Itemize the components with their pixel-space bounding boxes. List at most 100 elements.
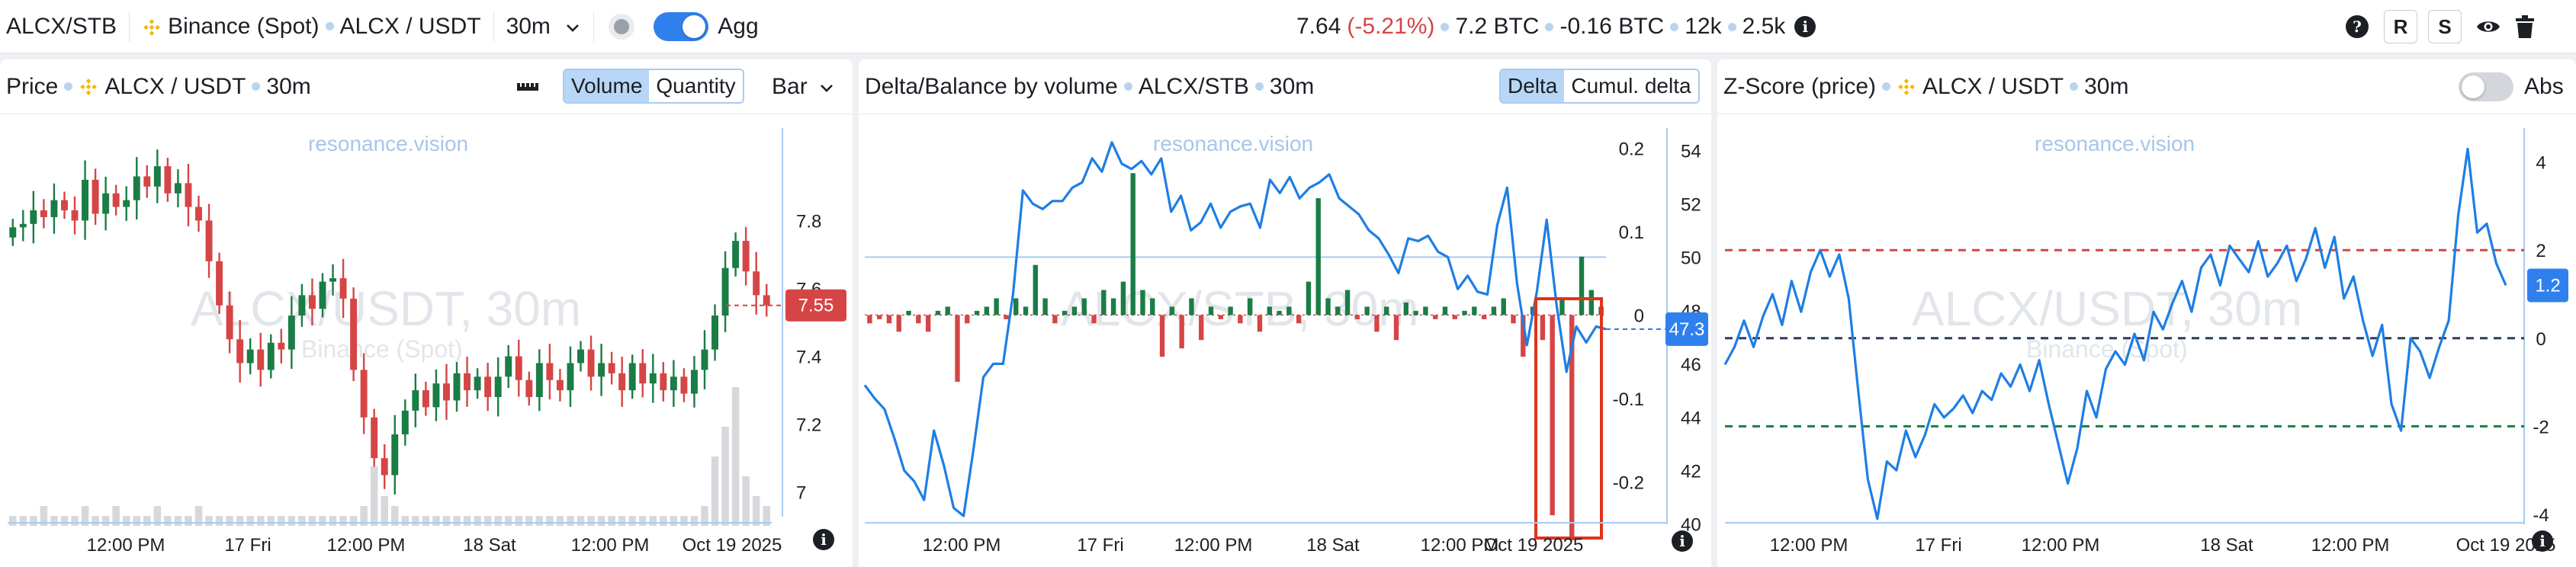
watermark-symbol: ALCX/USDT, 30m: [1912, 281, 2303, 336]
separator-dot: [252, 82, 261, 91]
candle-body: [112, 193, 120, 207]
separator-dot: [325, 22, 334, 30]
symbol-selector[interactable]: ALCX / USDT: [339, 13, 481, 39]
interval-label: 30m: [506, 13, 551, 39]
delta-bar: [1491, 306, 1497, 316]
delta-bar: [994, 298, 999, 316]
highlight-box: [1534, 297, 1603, 540]
eye-icon[interactable]: [2475, 17, 2501, 37]
info-icon[interactable]: i: [2532, 530, 2553, 552]
watermark-site: resonance.vision: [2035, 132, 2195, 155]
cumul-delta-option[interactable]: Cumul. delta: [1571, 74, 1691, 98]
chevron-down-icon: [820, 85, 833, 92]
candle-body: [525, 380, 533, 397]
balance-tick-label: 54: [1681, 141, 1701, 162]
chart-type-selector[interactable]: Bar: [772, 74, 835, 100]
volume-bar: [628, 516, 636, 526]
exchange-selector[interactable]: Binance (Spot): [142, 14, 320, 40]
r-button[interactable]: R: [2384, 10, 2417, 43]
delta-bar: [1296, 315, 1302, 324]
candle-body: [680, 376, 688, 394]
delta-bar: [1384, 306, 1389, 316]
delta-chart[interactable]: 0.20.10-0.1-0.2545250484644424047.312:00…: [859, 59, 1711, 567]
panel-title: Delta/Balance by volume: [865, 73, 1118, 99]
toolbar-right-actions: ? R S: [2346, 10, 2535, 43]
delta-bar: [1013, 298, 1019, 316]
info-icon[interactable]: i: [1672, 530, 1693, 552]
watermark-symbol: ALCX/USDT, 30m: [191, 281, 582, 336]
volume-bar: [81, 506, 89, 526]
delta-bar: [1403, 302, 1409, 316]
interval-selector[interactable]: 30m: [506, 14, 582, 40]
abs-toggle[interactable]: [2459, 72, 2513, 101]
help-icon[interactable]: ?: [2346, 15, 2369, 38]
candle-body: [9, 227, 17, 238]
x-tick-label: 12:00 PM: [1421, 535, 1499, 556]
trash-icon[interactable]: [2515, 15, 2535, 38]
delta-bar: [1315, 198, 1321, 316]
candle-body: [339, 278, 347, 299]
pair-selector[interactable]: ALCX/STB: [6, 13, 117, 39]
delta-bar: [906, 310, 911, 316]
candle-body: [670, 376, 677, 391]
x-tick-label: 12:00 PM: [87, 535, 165, 556]
x-tick-label: Oct 19 2025: [683, 535, 782, 556]
quantity-option[interactable]: Quantity: [656, 74, 736, 98]
info-icon[interactable]: i: [813, 529, 834, 550]
delta-bar: [1033, 264, 1039, 316]
candle-body: [721, 267, 729, 316]
balance-line: [863, 141, 1607, 517]
delta-bar: [1247, 298, 1253, 316]
candle-body: [50, 200, 58, 217]
candle-body: [71, 210, 79, 221]
candle-body: [287, 316, 295, 350]
delta-option[interactable]: Delta: [1501, 70, 1565, 102]
delta-bar: [1071, 306, 1078, 316]
candle-body: [556, 380, 564, 391]
delta-bar: [1208, 306, 1214, 316]
agg-label: Agg: [718, 13, 759, 39]
volume-bar: [153, 506, 162, 526]
candle-body: [484, 376, 492, 397]
volume-bar: [101, 516, 110, 526]
candle-body: [598, 363, 605, 377]
panel-interval: 30m: [2084, 73, 2129, 99]
delta-bar: [1335, 306, 1341, 316]
delta-bar: [1228, 306, 1233, 316]
info-icon[interactable]: i: [1794, 16, 1816, 37]
s-button[interactable]: S: [2428, 10, 2462, 43]
agg-toggle[interactable]: [654, 11, 709, 41]
toggle-knob: [683, 14, 706, 38]
candle-body: [567, 363, 574, 391]
zscore-panel: Z-Score (price) ALCX / USDT 30m Abs reso…: [1717, 59, 2576, 567]
separator-dot: [64, 82, 73, 91]
delta-bar: [1150, 298, 1155, 316]
candle-body: [164, 166, 172, 194]
volume-bar: [205, 516, 213, 526]
x-tick-label: Oct 19 2025: [1484, 535, 1584, 556]
x-tick-label: 12:00 PM: [327, 535, 406, 556]
delta-bar: [1579, 256, 1585, 316]
panel-title: Price: [6, 73, 59, 99]
volume-bar: [122, 516, 130, 526]
candle-body: [535, 363, 543, 397]
y-tick-label: 7.8: [796, 211, 821, 232]
delta-bar: [974, 310, 980, 316]
volume-bar: [319, 516, 326, 526]
volume-bar: [494, 516, 502, 526]
candle-body: [61, 200, 68, 210]
zscore-chart[interactable]: 4 2 0 -2 -4 1.2 12:00 PM 17 Fri 12:00 PM 18 Sat 12…: [1717, 59, 2576, 567]
volume-bar: [432, 516, 440, 526]
candle-body: [19, 223, 27, 228]
volume-option[interactable]: Volume: [564, 70, 650, 102]
delta-bar: [1199, 315, 1204, 341]
delta-bar: [1091, 315, 1097, 324]
delta-bar: [1540, 315, 1546, 341]
record-icon[interactable]: [606, 11, 637, 42]
x-tick-label: 12:00 PM: [2022, 535, 2100, 556]
volume-bar: [483, 516, 492, 526]
volume-bar: [236, 516, 244, 526]
ruler-icon[interactable]: [516, 78, 539, 94]
delta-bar: [955, 315, 960, 382]
